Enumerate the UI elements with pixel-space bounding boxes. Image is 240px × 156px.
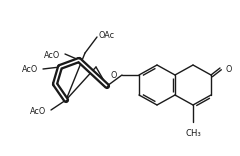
- Text: O: O: [225, 64, 231, 73]
- Text: AcO: AcO: [30, 107, 46, 115]
- Text: CH₃: CH₃: [185, 129, 201, 138]
- Text: AcO: AcO: [22, 66, 38, 75]
- Text: O: O: [111, 71, 117, 80]
- Text: OAc: OAc: [99, 31, 115, 39]
- Text: AcO: AcO: [44, 51, 60, 59]
